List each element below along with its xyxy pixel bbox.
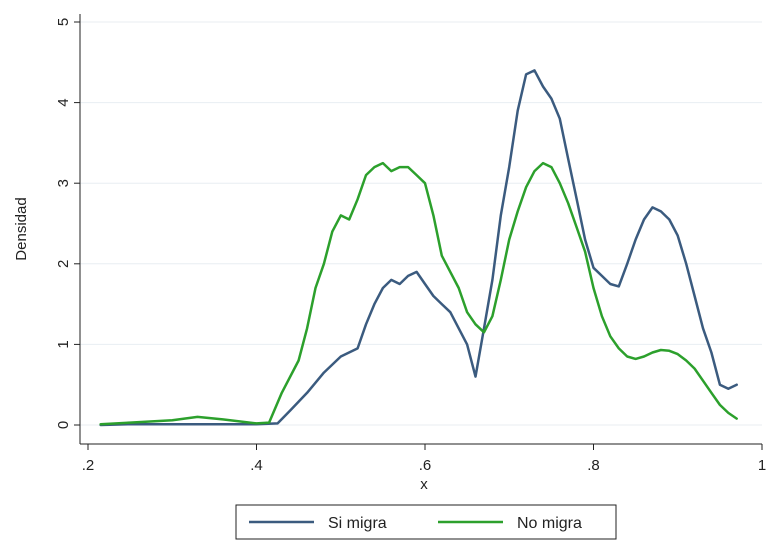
series-line-2: [99, 161, 738, 426]
x-tick-label: .8: [587, 457, 600, 474]
legend: Si migra No migra: [235, 504, 617, 540]
y-tick-label: 4: [55, 98, 72, 106]
y-tick-label: 2: [55, 260, 72, 268]
x-tick-label: .2: [82, 457, 95, 474]
axes: 0 1 2 3 4 5 .2 .4 .6 .8 1: [55, 14, 766, 474]
x-tick-label: .6: [419, 457, 432, 474]
plot-region: [80, 14, 762, 444]
series-line-1: [99, 69, 738, 427]
y-tick-label: 5: [55, 18, 72, 26]
y-axis-title: Densidad: [13, 197, 30, 260]
legend-label-1: Si migra: [328, 515, 387, 532]
y-tick-label: 0: [55, 421, 72, 429]
x-axis-title: x: [420, 476, 428, 493]
y-tick-label: 1: [55, 340, 72, 348]
series-layer: [99, 69, 738, 427]
y-tick-label: 3: [55, 179, 72, 187]
grid-lines: [80, 21, 762, 426]
legend-label-2: No migra: [517, 515, 582, 532]
x-tick-label: 1: [758, 457, 766, 474]
x-tick-label: .4: [250, 457, 263, 474]
